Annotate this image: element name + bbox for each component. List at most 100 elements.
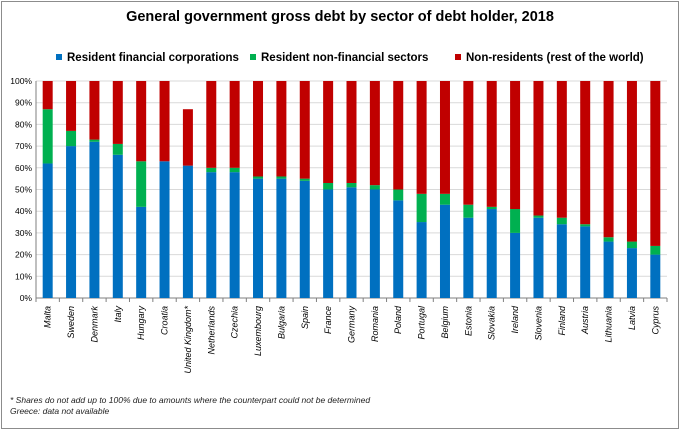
x-tick-label: Denmark xyxy=(89,306,99,343)
x-tick-label: Romania xyxy=(370,306,380,342)
bar-segment xyxy=(182,165,193,298)
bar-segment xyxy=(439,204,450,298)
x-tick-label: Italy xyxy=(113,306,123,323)
bar-segment xyxy=(369,81,380,186)
x-tick-label: Slovakia xyxy=(487,306,497,340)
bar-segment xyxy=(299,178,310,181)
bar-segment xyxy=(463,204,474,218)
bar-segment xyxy=(626,241,637,249)
bar-segment xyxy=(556,81,567,218)
bar-segment xyxy=(229,167,240,173)
x-tick-label: Lithuania xyxy=(604,306,614,343)
bar-segment xyxy=(136,161,147,207)
x-tick-label: Netherlands xyxy=(206,306,216,355)
legend-swatch-resident-financial xyxy=(56,53,62,60)
bar-segment xyxy=(486,81,497,207)
bar-segment xyxy=(626,81,637,242)
x-tick-label: Spain xyxy=(300,306,310,329)
bar-segment xyxy=(276,178,287,298)
bar-segment xyxy=(650,245,661,255)
bar-segment xyxy=(89,141,100,298)
x-tick-label: Czechia xyxy=(230,306,240,339)
legend-label-resident-non-financial: Resident non-financial sectors xyxy=(261,52,429,64)
bar-segment xyxy=(89,81,100,140)
y-tick-label: 40% xyxy=(15,206,32,216)
bar-segment xyxy=(486,209,497,298)
bar-segment xyxy=(369,185,380,190)
legend-label-non-residents: Non-residents (rest of the world) xyxy=(466,52,644,64)
x-tick-label: Belgium xyxy=(440,305,450,338)
bar-segment xyxy=(66,130,77,147)
bar-segment xyxy=(276,81,287,177)
bar-segment xyxy=(42,163,53,298)
bar-segment xyxy=(206,172,217,298)
x-tick-label: Croatia xyxy=(160,306,170,335)
x-tick-label: Austria xyxy=(580,306,590,335)
x-tick-label: Ireland xyxy=(510,305,520,334)
legend: Resident financial corporations Resident… xyxy=(56,52,656,68)
bar-segment xyxy=(253,176,264,179)
bar-segment xyxy=(229,81,240,168)
x-tick-label: United Kingdom* xyxy=(183,306,193,374)
bar-segment xyxy=(510,209,521,233)
y-tick-label: 100% xyxy=(10,76,32,86)
bar-segment xyxy=(299,180,310,298)
x-tick-label: Luxembourg xyxy=(253,306,263,356)
bar-segment xyxy=(533,81,544,216)
chart-title: General government gross debt by sector … xyxy=(126,9,554,25)
x-tick-label: Malta xyxy=(43,306,53,328)
legend-item-resident-financial: Resident financial corporations xyxy=(56,52,239,64)
bar-segment xyxy=(533,215,544,218)
y-tick-label: 70% xyxy=(15,141,32,151)
bar-segment xyxy=(42,109,53,164)
bar-segment xyxy=(486,206,497,210)
bar-segment xyxy=(42,81,53,110)
x-tick-label: Poland xyxy=(393,305,403,334)
x-tick-label: Latvia xyxy=(627,306,637,330)
x-tick-label: Portugal xyxy=(417,305,427,340)
bar-segment xyxy=(393,81,404,190)
bar-segment xyxy=(112,81,123,144)
x-tick-label: Finland xyxy=(557,305,567,336)
x-tick-label: Sweden xyxy=(66,306,76,339)
x-tick-label: France xyxy=(323,306,333,334)
bar-segment xyxy=(463,81,474,205)
bar-segment xyxy=(323,81,334,183)
bar-segment xyxy=(346,187,357,298)
y-tick-label: 80% xyxy=(15,119,32,129)
bar-segment xyxy=(439,81,450,194)
bar-segment xyxy=(159,161,170,298)
bar-segment xyxy=(276,176,287,179)
footnote-greece: Greece: data not available xyxy=(10,406,110,416)
footnote-shares: * Shares do not add up to 100% due to am… xyxy=(10,395,371,405)
bar-segment xyxy=(416,81,427,194)
x-tick-label: Bulgaria xyxy=(276,306,286,339)
bar-segment xyxy=(603,237,614,242)
bar-segment xyxy=(66,146,77,298)
bar-segment xyxy=(603,81,614,238)
bar-segment xyxy=(650,81,661,246)
bar-segment xyxy=(136,206,147,298)
bar-segment xyxy=(346,182,357,188)
x-tick-label: Germany xyxy=(347,306,357,344)
bar-segment xyxy=(89,139,100,142)
bar-segment xyxy=(439,193,450,205)
bar-segment xyxy=(416,193,427,223)
bar-segment xyxy=(323,189,334,298)
bar-segment xyxy=(650,254,661,298)
bar-segment xyxy=(556,217,567,225)
bar-segment xyxy=(580,81,591,225)
bar-segment xyxy=(66,81,77,131)
bar-segment xyxy=(533,217,544,298)
bar-segment xyxy=(206,81,217,168)
bar-segment xyxy=(626,248,637,298)
bar-segment xyxy=(323,182,334,190)
bar-segment xyxy=(253,81,264,177)
bar-segment xyxy=(182,109,193,166)
bar-segment xyxy=(253,178,264,298)
bar-segment xyxy=(580,224,591,227)
bar-segment xyxy=(510,81,521,210)
y-tick-label: 60% xyxy=(15,163,32,173)
y-tick-label: 30% xyxy=(15,228,32,238)
